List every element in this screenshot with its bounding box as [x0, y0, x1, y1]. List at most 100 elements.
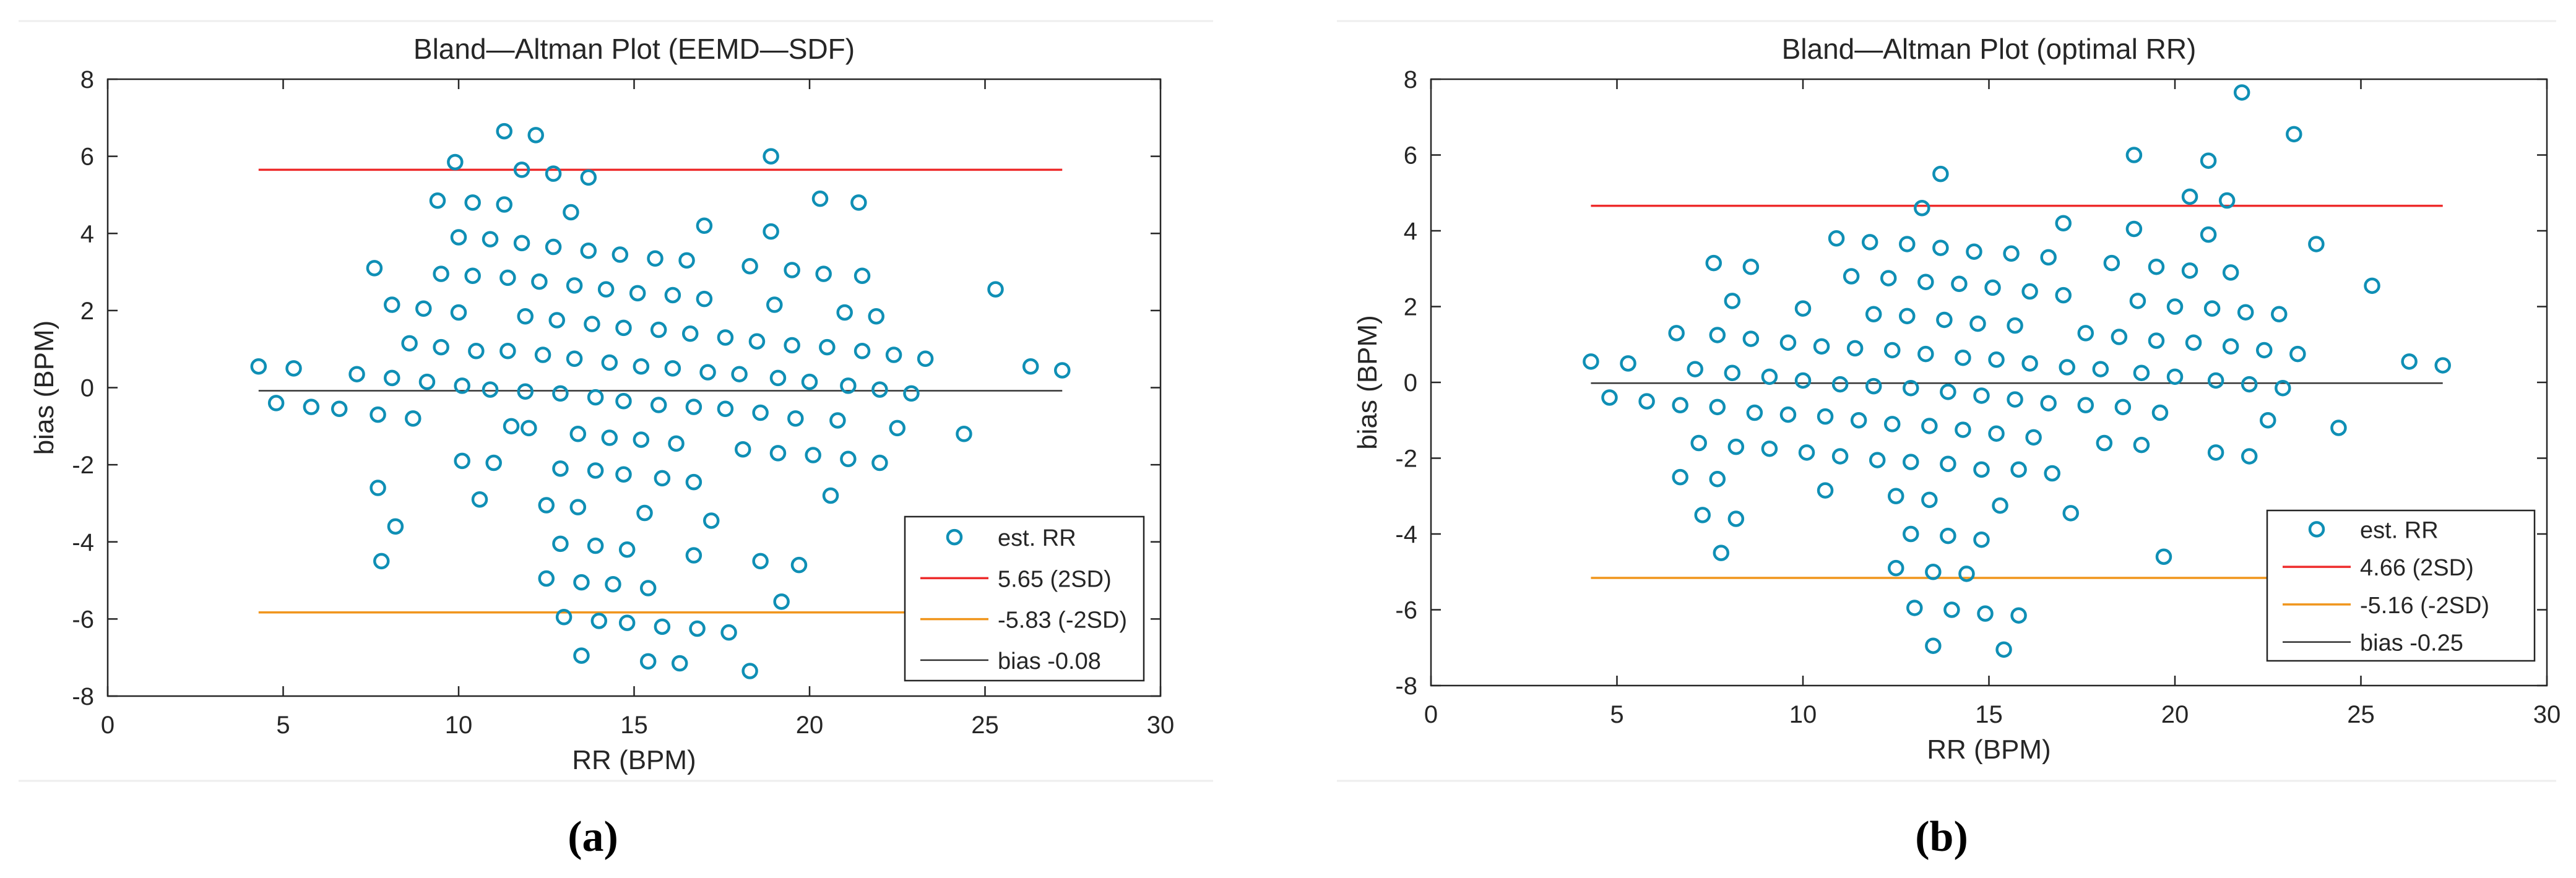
- data-point: [685, 398, 702, 415]
- chart-title: Bland—Altman Plot (optimal RR): [1782, 33, 2197, 65]
- data-point: [1843, 268, 1860, 285]
- data-point: [987, 281, 1004, 298]
- data-point: [1861, 234, 1878, 251]
- data-point: [1969, 315, 1986, 332]
- data-point: [1955, 421, 1971, 438]
- data-point: [720, 624, 737, 641]
- data-point: [384, 369, 400, 387]
- data-point: [1966, 243, 1982, 260]
- data-point: [418, 373, 436, 390]
- data-point: [741, 663, 758, 679]
- data-point: [1865, 377, 1882, 395]
- x-tick-label: 20: [796, 712, 824, 739]
- data-point: [2155, 548, 2172, 565]
- data-point: [2151, 404, 2169, 421]
- data-point: [2092, 361, 2109, 377]
- data-point: [618, 614, 636, 631]
- data-point: [555, 609, 573, 626]
- data-point: [1746, 404, 1763, 421]
- data-point: [2207, 444, 2224, 461]
- data-point: [1995, 641, 2012, 658]
- data-point: [1713, 544, 1730, 561]
- data-point: [612, 246, 629, 263]
- data-point: [748, 333, 766, 350]
- data-point: [2286, 126, 2302, 143]
- legend-label: est. RR: [998, 525, 1076, 551]
- data-point: [527, 127, 544, 144]
- legend-label: est. RR: [2360, 517, 2439, 543]
- data-point: [2255, 342, 2273, 359]
- data-point: [405, 410, 421, 427]
- data-point: [569, 499, 587, 515]
- data-point: [1921, 491, 1938, 509]
- data-point: [639, 580, 657, 596]
- data-point: [1672, 468, 1688, 486]
- y-tick-label: -8: [72, 683, 94, 710]
- data-point: [1709, 327, 1726, 343]
- data-point: [1846, 340, 1864, 357]
- data-point: [1850, 412, 1867, 429]
- data-point: [956, 426, 972, 442]
- data-point: [2200, 226, 2217, 243]
- data-point: [650, 397, 667, 413]
- data-point: [819, 338, 836, 356]
- data-point: [1880, 270, 1897, 286]
- data-point: [450, 304, 467, 321]
- data-point: [454, 452, 470, 470]
- data-point: [615, 393, 632, 410]
- data-point: [597, 281, 615, 298]
- data-point: [387, 518, 404, 535]
- data-point: [741, 257, 758, 275]
- data-point: [370, 480, 386, 496]
- data-point: [552, 535, 569, 553]
- data-point: [696, 290, 713, 308]
- data-point: [2275, 379, 2291, 397]
- data-point: [1988, 351, 2005, 368]
- data-point: [580, 169, 597, 186]
- y-tick-label: 8: [80, 66, 94, 93]
- data-point: [370, 406, 386, 423]
- y-tick-label: 2: [80, 298, 94, 325]
- data-point: [822, 487, 839, 504]
- data-point: [815, 265, 832, 282]
- data-point: [903, 385, 920, 402]
- data-point: [685, 473, 702, 491]
- data-point: [769, 445, 787, 462]
- data-point: [1883, 342, 1901, 359]
- data-point: [840, 377, 857, 394]
- data-point: [499, 343, 516, 359]
- data-point: [1977, 605, 1994, 622]
- data-point: [1690, 434, 1707, 452]
- data-point: [1906, 600, 1923, 616]
- data-point: [735, 441, 751, 458]
- data-point: [348, 366, 365, 382]
- y-tick-label: -8: [1395, 673, 1417, 700]
- data-point: [601, 354, 618, 371]
- data-point: [1988, 425, 2005, 442]
- data-point: [2021, 283, 2038, 300]
- data-point: [2040, 395, 2057, 411]
- data-point: [2289, 345, 2306, 363]
- data-point: [2055, 286, 2072, 304]
- data-point: [766, 296, 783, 313]
- data-point: [1932, 239, 1949, 256]
- data-point: [1813, 338, 1830, 355]
- data-point: [1973, 461, 1990, 478]
- data-point: [1951, 275, 1968, 292]
- data-point: [2133, 364, 2150, 381]
- y-axis-label: bias (BPM): [1352, 315, 1383, 450]
- data-point: [1899, 308, 1916, 325]
- data-point: [787, 410, 804, 427]
- data-point: [1687, 361, 1703, 377]
- data-point: [790, 556, 808, 574]
- data-point: [1761, 368, 1778, 385]
- data-point: [763, 148, 779, 165]
- data-point: [1943, 601, 1960, 618]
- x-tick-label: 25: [971, 712, 999, 739]
- data-point: [650, 321, 667, 338]
- data-point: [836, 304, 853, 321]
- data-point: [2241, 376, 2258, 393]
- y-tick-label: 0: [1404, 369, 1417, 397]
- y-tick-label: -4: [1395, 521, 1417, 548]
- y-axis-label: bias (BPM): [29, 321, 59, 455]
